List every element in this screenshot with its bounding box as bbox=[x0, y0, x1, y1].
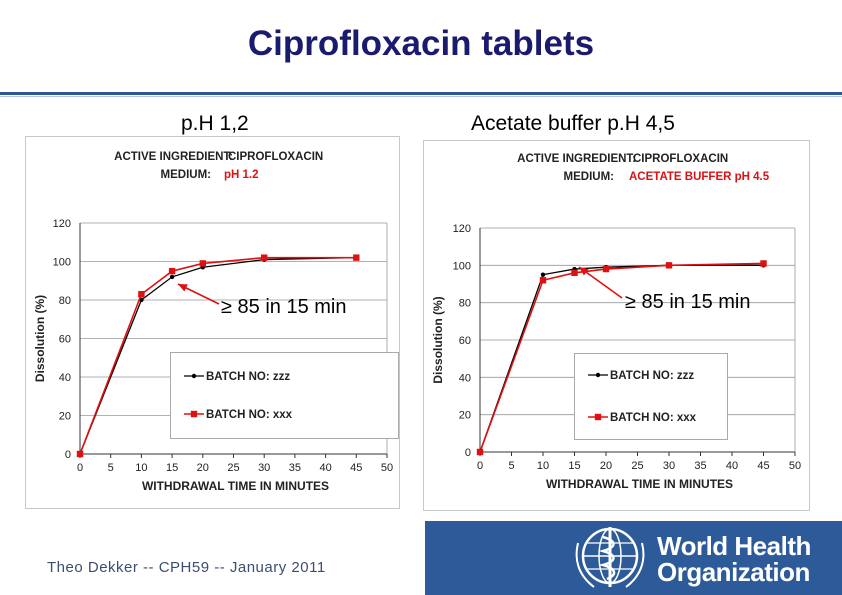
x-tick-label: 40 bbox=[726, 460, 738, 472]
x-tick-label: 20 bbox=[600, 460, 612, 472]
legend-marker-zzz bbox=[595, 372, 601, 378]
x-tick-label: 0 bbox=[77, 462, 83, 474]
data-point-xxx bbox=[539, 277, 547, 284]
legend-box bbox=[574, 353, 728, 440]
y-tick-label: 40 bbox=[459, 372, 471, 384]
footer-band: Theo Dekker -- CPH59 -- January 2011 39 … bbox=[0, 521, 842, 595]
left-chart-subtitle: p.H 1,2 bbox=[181, 112, 249, 135]
chart-frame bbox=[25, 136, 400, 509]
series-line-xxx bbox=[479, 262, 764, 453]
legend-box bbox=[170, 352, 399, 439]
series-line-xxx bbox=[79, 256, 357, 455]
x-axis-label: WITHDRAWAL TIME IN MINUTES bbox=[546, 477, 733, 491]
y-tick-label: 80 bbox=[59, 295, 71, 307]
data-point-zzz bbox=[540, 272, 546, 277]
y-tick-label: 100 bbox=[53, 257, 71, 269]
y-tick-label: 80 bbox=[459, 298, 471, 310]
chart-header-value-ingredient: CIPROFLOXACIN bbox=[633, 153, 728, 165]
y-tick-label: 40 bbox=[59, 372, 71, 384]
x-tick-label: 10 bbox=[537, 460, 549, 472]
x-tick-label: 0 bbox=[477, 460, 483, 472]
y-tick-label: 20 bbox=[459, 410, 471, 422]
annotation-text: ≥ 85 in 15 min bbox=[625, 291, 751, 313]
x-tick-label: 15 bbox=[166, 462, 178, 474]
annotation-arrowhead bbox=[579, 267, 589, 276]
x-axis-label: WITHDRAWAL TIME IN MINUTES bbox=[142, 479, 329, 493]
chart-header-label-medium: MEDIUM: bbox=[161, 169, 211, 181]
chart-header-label-medium: MEDIUM: bbox=[564, 171, 614, 183]
y-axis-label: Dissolution (%) bbox=[33, 295, 47, 382]
data-point-xxx bbox=[353, 254, 360, 261]
legend-label: BATCH NO: xxx bbox=[610, 412, 697, 424]
legend-marker-zzz bbox=[191, 373, 197, 379]
x-tick-label: 10 bbox=[135, 462, 147, 474]
annotation-text: ≥ 85 in 15 min bbox=[221, 296, 347, 318]
dissolution-chart-ph12: ACTIVE INGREDIENT:CIPROFLOXACIN MEDIUM: pH… bbox=[25, 136, 400, 509]
y-axis-label: Dissolution (%) bbox=[431, 296, 445, 383]
x-tick-label: 20 bbox=[197, 462, 209, 474]
y-tick-label: 60 bbox=[459, 335, 471, 347]
x-tick-label: 25 bbox=[631, 460, 643, 472]
y-tick-label: 100 bbox=[453, 260, 471, 272]
x-tick-label: 45 bbox=[350, 462, 362, 474]
x-tick-label: 30 bbox=[258, 462, 270, 474]
dissolution-chart-acetate: ACTIVE INGREDIENT:CIPROFLOXACIN MEDIUM: AC… bbox=[423, 140, 810, 511]
x-tick-label: 35 bbox=[694, 460, 706, 472]
who-wordmark-line1: World Health bbox=[657, 531, 811, 561]
slide-title: Ciprofloxacin tablets bbox=[247, 24, 595, 63]
legend-label: BATCH NO: zzz bbox=[610, 370, 694, 382]
chart-header-value-ingredient: CIPROFLOXACIN bbox=[228, 151, 323, 163]
annotation-arrowhead bbox=[178, 284, 188, 292]
x-tick-label: 5 bbox=[508, 460, 514, 472]
who-emblem-icon bbox=[575, 527, 645, 588]
title-divider-shadow bbox=[0, 96, 842, 97]
data-point-xxx bbox=[602, 265, 610, 273]
x-tick-label: 25 bbox=[227, 462, 239, 474]
y-tick-label: 0 bbox=[465, 447, 471, 459]
series-line-zzz bbox=[79, 257, 357, 455]
data-point-xxx bbox=[76, 450, 84, 458]
data-point-xxx bbox=[665, 262, 673, 269]
legend-label: BATCH NO: zzz bbox=[206, 371, 290, 383]
data-point-xxx bbox=[571, 269, 578, 276]
data-point-xxx bbox=[168, 267, 176, 275]
author-credit: Theo Dekker -- CPH59 -- January 2011 bbox=[47, 559, 326, 576]
chart-header-label-ingredient: ACTIVE INGREDIENT: bbox=[114, 151, 233, 163]
page-number: 39 bbox=[436, 548, 468, 579]
x-tick-label: 40 bbox=[319, 462, 331, 474]
legend-marker-xxx bbox=[594, 413, 602, 421]
y-tick-label: 0 bbox=[65, 449, 71, 461]
y-tick-label: 120 bbox=[53, 218, 71, 230]
data-point-xxx bbox=[476, 448, 484, 456]
x-tick-label: 15 bbox=[568, 460, 580, 472]
legend-marker-xxx bbox=[190, 410, 198, 418]
chart-header-value-medium: ACETATE BUFFER pH 4.5 bbox=[629, 171, 770, 183]
y-tick-label: 20 bbox=[59, 411, 71, 423]
chart-header-label-ingredient: ACTIVE INGREDIENT: bbox=[517, 153, 636, 165]
x-tick-label: 30 bbox=[663, 460, 675, 472]
legend-label: BATCH NO: xxx bbox=[206, 409, 293, 421]
x-tick-label: 45 bbox=[757, 460, 769, 472]
x-tick-label: 5 bbox=[108, 462, 114, 474]
chart-header-value-medium: pH 1.2 bbox=[224, 169, 259, 181]
data-point-xxx bbox=[261, 254, 268, 261]
chart-frame bbox=[423, 140, 810, 511]
who-wordmark: World Health Organization bbox=[657, 533, 811, 585]
title-divider bbox=[0, 92, 842, 95]
x-tick-label: 50 bbox=[381, 462, 393, 474]
data-point-xxx bbox=[760, 260, 767, 267]
data-point-zzz bbox=[169, 274, 175, 280]
y-tick-label: 60 bbox=[59, 334, 71, 346]
x-tick-label: 35 bbox=[289, 462, 301, 474]
data-point-xxx bbox=[199, 260, 206, 267]
footer-white-area: Theo Dekker -- CPH59 -- January 2011 39 bbox=[0, 521, 467, 595]
x-tick-label: 50 bbox=[789, 460, 801, 472]
y-tick-label: 120 bbox=[453, 223, 471, 235]
data-point-xxx bbox=[138, 291, 145, 298]
right-chart-subtitle: Acetate buffer p.H 4,5 bbox=[471, 112, 675, 135]
who-wordmark-line2: Organization bbox=[657, 557, 810, 587]
